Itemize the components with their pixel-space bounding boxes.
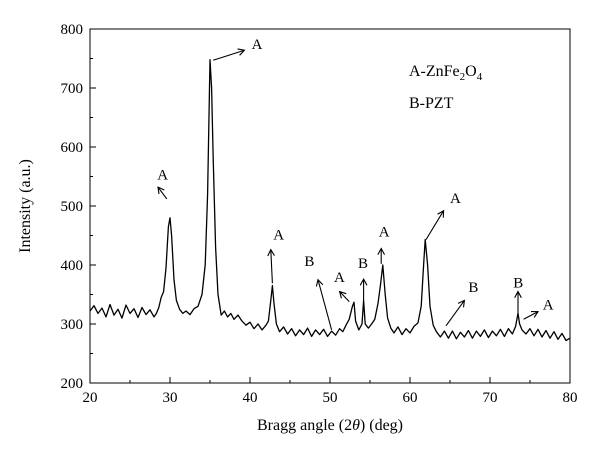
annotation-arrow-head <box>315 278 324 287</box>
legend: A-ZnFe2O4 B-PZT <box>409 63 483 112</box>
series-line <box>89 59 571 342</box>
annotation-arrow-head <box>237 48 246 56</box>
x-axis-title: Bragg angle (2θ) (deg) <box>257 417 403 434</box>
peak-annotation: A <box>157 167 168 200</box>
annotation-arrow-head <box>514 290 522 298</box>
ticks <box>89 28 571 384</box>
y-tick-label: 600 <box>61 140 84 156</box>
y-axis-title: Intensity (a.u.) <box>17 159 34 253</box>
annotation-label: A <box>157 167 168 183</box>
annotation-label: A <box>543 297 554 313</box>
annotation-arrow-shaft <box>339 291 350 302</box>
y-tick-label: 200 <box>61 376 84 392</box>
annotation-label: B <box>468 280 478 296</box>
peak-annotation: A <box>213 37 263 61</box>
y-tick-label: 300 <box>61 317 84 333</box>
x-tick-label: 40 <box>243 390 258 406</box>
annotation-arrow-shaft <box>317 279 333 331</box>
x-tick-label: 70 <box>483 390 498 406</box>
peak-annotation: A <box>334 270 350 302</box>
annotation-arrow-head <box>377 247 386 255</box>
y-tick-label: 500 <box>61 199 84 215</box>
y-tick-label: 800 <box>61 22 84 38</box>
annotation-arrow-head <box>338 290 347 299</box>
legend-entry: A-ZnFe2O4 <box>409 63 483 83</box>
peak-annotation: A <box>267 228 284 284</box>
annotation-arrow-shaft <box>425 210 445 240</box>
annotation-arrow-shaft <box>213 49 245 61</box>
annotation-arrow-shaft <box>523 311 539 320</box>
peak-annotation: B <box>358 256 368 301</box>
annotation-label: A <box>450 191 461 207</box>
annotation-label: B <box>358 256 368 272</box>
peak-annotation: A <box>377 225 390 264</box>
annotation-arrow-head <box>267 248 275 257</box>
x-tick-label: 50 <box>323 390 338 406</box>
annotation-label: B <box>513 275 523 291</box>
annotation-arrow-head <box>157 186 165 195</box>
x-tick-label: 60 <box>403 390 418 406</box>
annotation-label: A <box>379 225 390 241</box>
legend-entry: B-PZT <box>409 95 454 112</box>
peak-annotation: A <box>523 297 554 320</box>
annotation-arrow-shaft <box>445 300 465 327</box>
peak-annotation: B <box>513 275 523 314</box>
annotation-arrow-shaft <box>270 249 273 284</box>
annotation-arrow-head <box>437 209 445 218</box>
annotation-arrow-shaft <box>157 186 168 200</box>
y-tick-label: 400 <box>61 258 84 274</box>
annotation-label: A <box>273 228 284 244</box>
annotation-arrow-head <box>530 310 540 318</box>
annotation-label: A <box>252 37 263 53</box>
annotation-arrow-head <box>359 278 368 286</box>
annotation-label: A <box>334 270 345 286</box>
annotation-label: B <box>304 254 314 270</box>
peak-annotation: B <box>304 254 333 331</box>
y-tick-label: 700 <box>61 81 84 97</box>
x-tick-label: 20 <box>83 390 98 406</box>
plot-frame <box>89 28 571 384</box>
peak-annotation: A <box>425 191 461 240</box>
tick-labels: 20 30 40 50 60 70 80 200 300 400 500 600 700 800 <box>61 22 578 406</box>
x-tick-label: 30 <box>163 390 178 406</box>
x-tick-label: 80 <box>563 390 578 406</box>
peak-annotation: B <box>445 280 478 327</box>
annotation-arrow-head <box>457 299 466 308</box>
